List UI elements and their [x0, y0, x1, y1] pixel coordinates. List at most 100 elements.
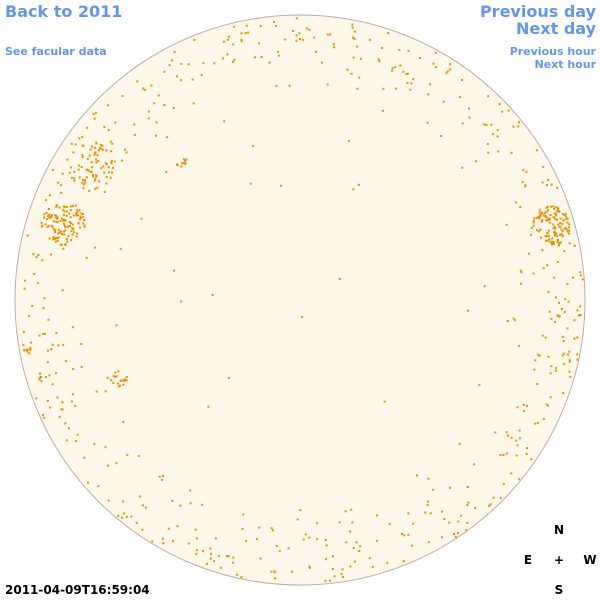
activity-speck [468, 107, 470, 110]
activity-speck [48, 194, 51, 197]
previous-day-link[interactable]: Previous day [479, 2, 596, 21]
activity-speck [71, 393, 74, 396]
activity-speck [467, 501, 470, 504]
activity-speck [402, 560, 405, 563]
activity-speck [368, 557, 371, 560]
activity-speck [553, 207, 556, 210]
activity-speck [87, 169, 90, 172]
activity-speck [378, 60, 381, 63]
activity-speck [81, 156, 84, 158]
activity-speck [63, 224, 66, 227]
activity-speck [445, 71, 448, 74]
activity-speck [89, 170, 92, 173]
activity-speck [51, 169, 54, 171]
activity-speck [553, 234, 556, 237]
activity-speck [552, 227, 555, 230]
activity-speck [64, 229, 67, 232]
activity-speck [58, 206, 61, 209]
activity-speck [72, 228, 75, 231]
activity-speck [325, 558, 327, 561]
activity-speck [277, 54, 280, 57]
activity-speck [563, 214, 566, 216]
activity-speck [454, 535, 457, 538]
activity-speck [302, 38, 305, 41]
activity-speck [324, 579, 327, 582]
activity-speck [427, 477, 430, 480]
activity-speck [122, 420, 125, 423]
activity-speck [72, 368, 75, 370]
activity-speck [71, 233, 74, 236]
activity-speck [62, 205, 65, 208]
activity-speck [66, 240, 69, 243]
activity-speck [61, 233, 63, 236]
activity-speck [544, 336, 547, 339]
activity-speck [275, 84, 278, 87]
facular-data-link[interactable]: See facular data [5, 45, 107, 58]
activity-speck [510, 472, 513, 475]
activity-speck [101, 144, 104, 147]
activity-speck [73, 231, 76, 234]
activity-speck [561, 307, 563, 310]
activity-speck [68, 212, 71, 215]
activity-speck [115, 375, 118, 378]
activity-speck [47, 225, 50, 228]
compass-east-label: E [523, 553, 533, 567]
activity-speck [22, 331, 25, 334]
activity-speck [568, 370, 571, 373]
activity-speck [547, 179, 550, 181]
activity-speck [52, 236, 55, 239]
activity-speck [344, 510, 347, 513]
activity-speck [563, 250, 566, 253]
activity-speck [304, 533, 307, 536]
next-day-link[interactable]: Next day [516, 19, 596, 38]
activity-speck [51, 343, 54, 346]
next-hour-link[interactable]: Next hour [534, 58, 597, 71]
activity-speck [507, 434, 509, 437]
activity-speck [410, 544, 413, 547]
activity-speck [560, 228, 563, 231]
activity-speck [569, 375, 572, 378]
activity-speck [552, 241, 555, 244]
activity-speck [412, 522, 415, 525]
activity-speck [64, 243, 67, 246]
back-to-year-link[interactable]: Back to 2011 [5, 2, 123, 21]
activity-speck [57, 228, 60, 231]
activity-speck [139, 495, 142, 498]
activity-speck [68, 427, 70, 430]
activity-speck [331, 568, 334, 570]
activity-speck [187, 542, 190, 545]
activity-speck [427, 93, 430, 96]
activity-speck [528, 252, 530, 255]
activity-speck [66, 158, 69, 161]
activity-speck [288, 84, 291, 87]
activity-speck [28, 315, 31, 317]
activity-speck [62, 247, 65, 250]
activity-speck [175, 75, 178, 78]
activity-speck [277, 51, 279, 54]
activity-speck [80, 212, 83, 215]
activity-speck [271, 529, 274, 532]
activity-speck [355, 541, 358, 544]
activity-speck [416, 474, 418, 477]
activity-speck [78, 209, 81, 212]
activity-speck [70, 222, 73, 225]
activity-speck [449, 63, 451, 66]
activity-speck [86, 158, 89, 161]
activity-speck [545, 206, 548, 209]
activity-speck [522, 403, 525, 406]
activity-speck [534, 359, 537, 362]
activity-speck [90, 161, 93, 164]
activity-speck [66, 225, 69, 228]
previous-hour-link[interactable]: Previous hour [509, 45, 596, 58]
activity-speck [434, 51, 437, 54]
activity-speck [573, 337, 576, 340]
activity-speck [532, 224, 535, 227]
activity-speck [63, 214, 65, 216]
activity-speck [558, 242, 561, 244]
activity-speck [137, 455, 140, 457]
activity-speck [280, 184, 283, 187]
activity-speck [548, 217, 551, 220]
activity-speck [61, 217, 63, 220]
activity-speck [173, 51, 176, 53]
activity-speck [568, 360, 571, 363]
